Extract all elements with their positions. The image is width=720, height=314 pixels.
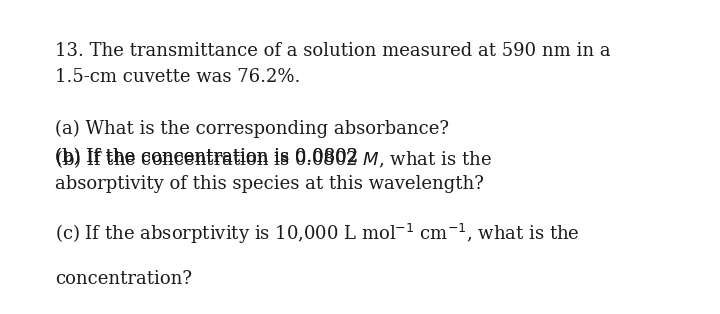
Text: (b) If the concentration is 0.0802: (b) If the concentration is 0.0802 [55, 148, 364, 166]
Text: (c) If the absorptivity is 10,000 L mol$^{-1}$ cm$^{-1}$, what is the: (c) If the absorptivity is 10,000 L mol$… [55, 222, 580, 246]
Text: 1.5-cm cuvette was 76.2%.: 1.5-cm cuvette was 76.2%. [55, 68, 300, 86]
Text: (b) If the concentration is 0.0802 $\it{M}$, what is the: (b) If the concentration is 0.0802 $\it{… [55, 148, 492, 170]
Text: (a) What is the corresponding absorbance?: (a) What is the corresponding absorbance… [55, 120, 449, 138]
Text: concentration?: concentration? [55, 270, 192, 288]
Text: absorptivity of this species at this wavelength?: absorptivity of this species at this wav… [55, 175, 484, 193]
Text: 13. The transmittance of a solution measured at 590 nm in a: 13. The transmittance of a solution meas… [55, 42, 611, 60]
Text: (b) If the concentration is 0.0802: (b) If the concentration is 0.0802 [55, 148, 364, 166]
